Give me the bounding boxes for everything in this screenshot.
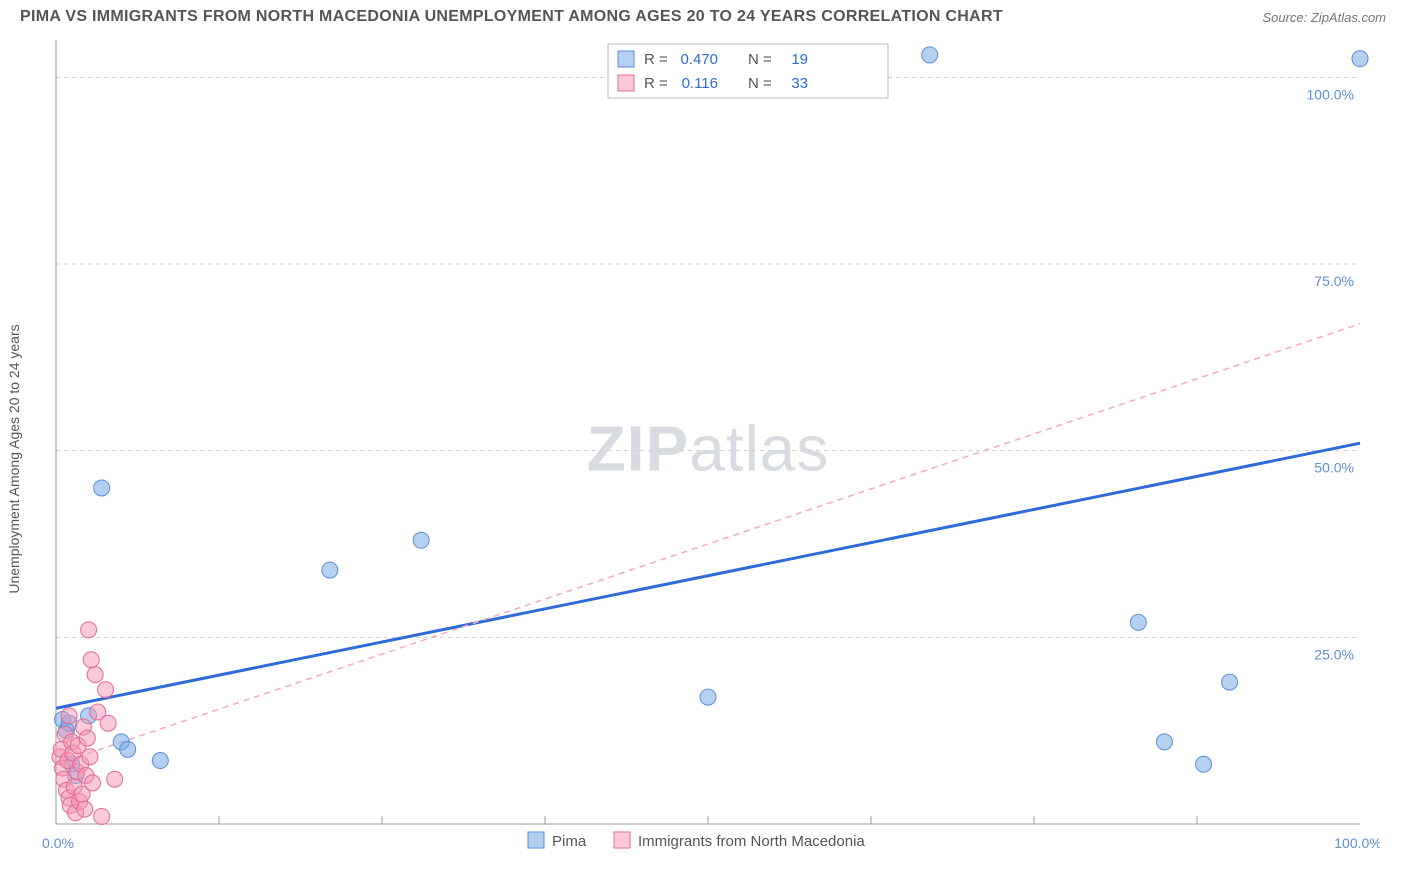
data-point [61, 708, 77, 724]
data-point [98, 682, 114, 698]
data-point [1130, 614, 1146, 630]
data-point [82, 749, 98, 765]
stats-r-value: 0.470 [680, 51, 718, 68]
stats-n-label: N = [748, 51, 772, 68]
data-point [700, 689, 716, 705]
data-point [322, 562, 338, 578]
legend-swatch-pink [618, 75, 634, 91]
x-tick-label: 100.0% [1334, 835, 1380, 851]
data-point [1222, 674, 1238, 690]
scatter-chart: 25.0% 50.0% 75.0% 100.0% ZIPatlas 0.0% 100.0% R… [20, 34, 1380, 884]
data-point [1196, 756, 1212, 772]
data-point [81, 622, 97, 638]
data-point [94, 809, 110, 825]
y-tick-label: 100.0% [1307, 86, 1354, 102]
data-point [79, 730, 95, 746]
data-point [107, 771, 123, 787]
chart-title: PIMA VS IMMIGRANTS FROM NORTH MACEDONIA … [20, 8, 1003, 26]
stats-n-value: 19 [791, 51, 808, 68]
data-point [413, 532, 429, 548]
data-point [94, 480, 110, 496]
legend-swatch [528, 832, 544, 848]
stats-r-label: R = [644, 75, 668, 92]
y-tick-label: 50.0% [1314, 460, 1354, 476]
chart-area: Unemployment Among Ages 20 to 24 years 2… [20, 34, 1386, 884]
legend-label: Immigrants from North Macedonia [638, 833, 865, 850]
y-tick-label: 25.0% [1314, 646, 1354, 662]
watermark: ZIPatlas [587, 413, 830, 485]
legend-swatch [614, 832, 630, 848]
data-point [87, 667, 103, 683]
stats-n-label: N = [748, 75, 772, 92]
source-attribution: Source: ZipAtlas.com [1262, 10, 1386, 25]
y-tick-label: 75.0% [1314, 273, 1354, 289]
data-point [922, 47, 938, 63]
data-point [100, 715, 116, 731]
data-point [1352, 51, 1368, 67]
stats-r-label: R = [644, 51, 668, 68]
data-point [152, 753, 168, 769]
data-point [83, 652, 99, 668]
data-point [120, 741, 136, 757]
legend-label: Pima [552, 833, 587, 850]
data-point [77, 801, 93, 817]
data-point [85, 775, 101, 791]
x-tick-label: 0.0% [42, 835, 74, 851]
data-point [1156, 734, 1172, 750]
stats-n-value: 33 [791, 75, 808, 92]
y-axis-label: Unemployment Among Ages 20 to 24 years [6, 324, 22, 593]
stats-r-value: 0.116 [682, 75, 718, 92]
title-bar: PIMA VS IMMIGRANTS FROM NORTH MACEDONIA … [0, 0, 1406, 30]
legend-swatch-blue [618, 51, 634, 67]
